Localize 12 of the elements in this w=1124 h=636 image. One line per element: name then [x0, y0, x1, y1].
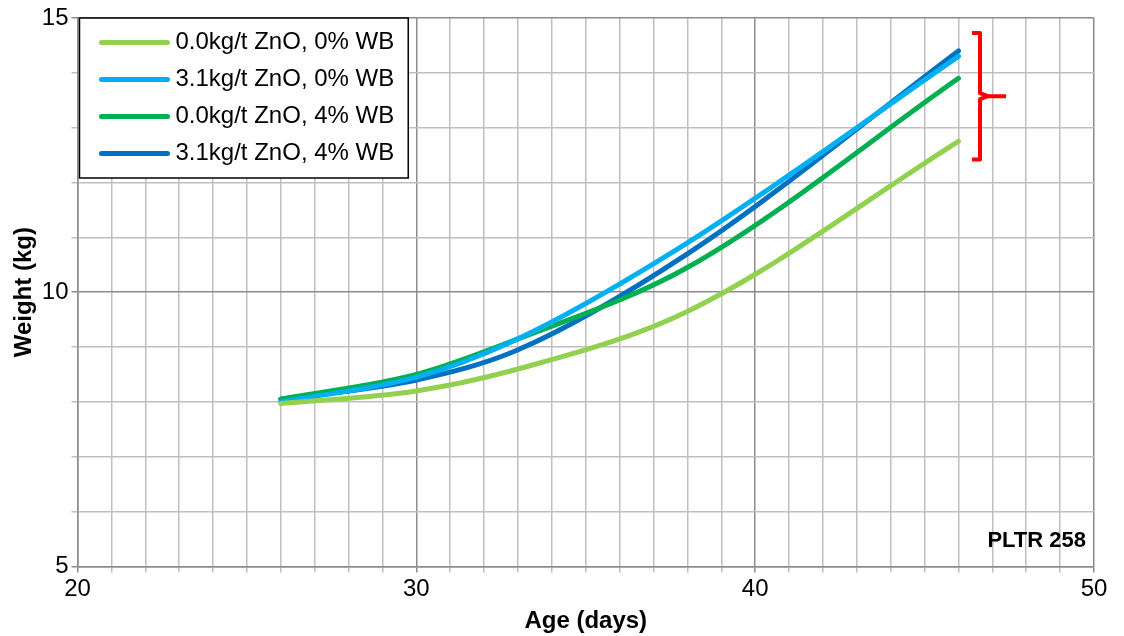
y-tick-label: 10 [41, 276, 69, 304]
legend-label: 3.1kg/t ZnO, 0% WB [175, 64, 395, 92]
x-tick-label: 50 [1080, 574, 1108, 602]
x-tick-label: 40 [741, 574, 769, 602]
legend-label: 3.1kg/t ZnO, 4% WB [175, 138, 395, 166]
x-tick-label: 30 [402, 574, 430, 602]
y-axis-title: Weight (kg) [9, 227, 37, 358]
x-axis-title: Age (days) [524, 606, 648, 634]
legend-label: 0.0kg/t ZnO, 4% WB [175, 101, 395, 129]
annotation: PLTR 258 [987, 527, 1086, 553]
legend-label: 0.0kg/t ZnO, 0% WB [175, 27, 395, 55]
y-tick-label: 15 [41, 2, 69, 30]
